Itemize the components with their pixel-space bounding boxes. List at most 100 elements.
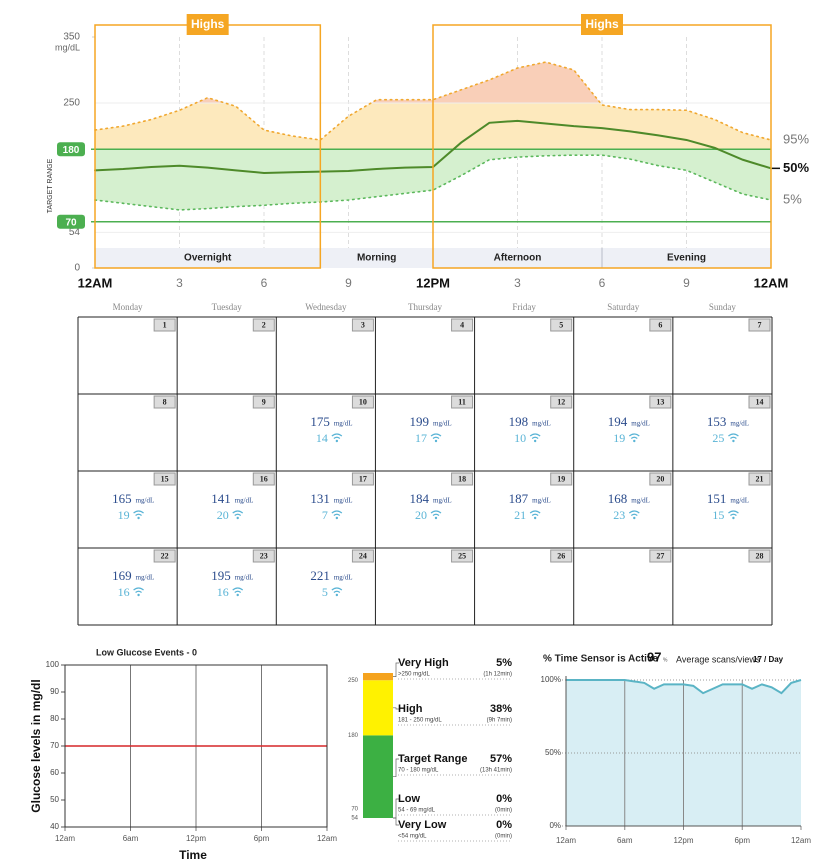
- average-glucose: 141: [211, 491, 231, 506]
- day-number-box: [252, 549, 275, 563]
- range-segment: [363, 680, 393, 736]
- day-number-box: [748, 318, 771, 332]
- glucose-unit: mg/dL: [334, 497, 353, 505]
- section-band: [602, 248, 771, 268]
- scans-unit: / Day: [764, 655, 784, 664]
- day-number-box: [153, 318, 176, 332]
- glucose-unit: mg/dL: [532, 497, 551, 505]
- section-label: Overnight: [184, 253, 232, 264]
- range-duration: (0min): [495, 834, 512, 840]
- signal-icon: [331, 433, 343, 439]
- signal-dot: [633, 439, 636, 443]
- average-glucose: 168: [608, 491, 628, 506]
- average-glucose: 169: [112, 568, 132, 583]
- section-label: Evening: [667, 253, 706, 264]
- range-percent: 0%: [496, 819, 512, 831]
- legend-label: 5%: [783, 191, 802, 206]
- day-number-box: [351, 318, 374, 332]
- day-number: 25: [458, 551, 466, 560]
- active-value: 97: [647, 649, 661, 664]
- glucose-unit: mg/dL: [433, 497, 452, 505]
- weekday-label: Monday: [113, 302, 143, 312]
- day-number-box: [351, 395, 374, 409]
- scan-count: 23: [613, 508, 625, 522]
- x-tick-label: 12pm: [186, 834, 206, 843]
- active-unit: %: [663, 657, 668, 663]
- range-limits: 181 - 250 mg/dL: [398, 718, 442, 724]
- range-name: Very Low: [398, 819, 447, 831]
- signal-dot: [732, 516, 735, 520]
- x-tick-label: 3: [514, 276, 521, 290]
- glucose-unit: mg/dL: [136, 497, 155, 505]
- y-tick-label: 40: [50, 822, 59, 831]
- y-tick-label: 0%: [549, 821, 561, 830]
- x-tick-label: 12am: [317, 834, 337, 843]
- signal-icon: [628, 510, 640, 516]
- range-duration: (9h 7min): [487, 718, 512, 724]
- scan-count: 16: [217, 585, 229, 599]
- x-tick-label: 6pm: [734, 836, 750, 845]
- day-number-box: [351, 549, 374, 563]
- day-number: 1: [163, 320, 167, 329]
- y-tick-label: 350: [63, 32, 80, 43]
- day-number-box: [748, 395, 771, 409]
- day-number-box: [550, 472, 573, 486]
- range-name: Low: [398, 793, 420, 805]
- signal-icon: [529, 510, 541, 516]
- range-name: Very High: [398, 657, 449, 669]
- day-number-box: [451, 318, 474, 332]
- day-number-box: [153, 549, 176, 563]
- y-tick-label: 100%: [541, 675, 561, 684]
- signal-icon: [232, 587, 244, 593]
- day-number: 6: [658, 320, 662, 329]
- day-number: 12: [557, 397, 565, 406]
- weekday-label: Friday: [512, 302, 536, 312]
- connector: [393, 758, 399, 778]
- day-number: 26: [557, 551, 565, 560]
- section-band: [95, 248, 321, 268]
- y-tick-label: 70: [65, 217, 77, 228]
- x-tick-label: 12AM: [78, 275, 113, 290]
- range-name: Target Range: [398, 753, 467, 765]
- day-number: 15: [161, 474, 169, 483]
- highs-label: Highs: [191, 17, 225, 31]
- range-duration: (13h 41min): [480, 768, 512, 774]
- signal-icon: [232, 510, 244, 516]
- boundary-label: 180: [348, 733, 359, 739]
- signal-icon: [529, 433, 541, 439]
- day-number-box: [153, 395, 176, 409]
- x-tick-label: 12am: [556, 836, 576, 845]
- day-number: 5: [559, 320, 563, 329]
- day-number: 21: [756, 474, 764, 483]
- y-axis-label: TARGET RANGE: [47, 158, 54, 213]
- legend-label: 95%: [783, 131, 809, 146]
- signal-dot: [236, 593, 239, 597]
- day-number-box: [451, 549, 474, 563]
- glucose-unit: mg/dL: [334, 574, 353, 582]
- average-glucose: 165: [112, 491, 132, 506]
- scan-count: 7: [322, 508, 328, 522]
- x-tick-label: 6: [261, 276, 268, 290]
- scan-count: 21: [514, 508, 526, 522]
- scan-count: 5: [322, 585, 328, 599]
- y-axis-label: Glucose levels in mg/dl: [29, 679, 43, 812]
- signal-dot: [335, 516, 339, 520]
- average-glucose: 199: [410, 414, 430, 429]
- scan-count: 25: [712, 431, 724, 445]
- range-name: High: [398, 703, 423, 715]
- range-duration: (1h 12min): [483, 672, 512, 678]
- signal-dot: [732, 439, 735, 443]
- section-label: Afternoon: [494, 253, 542, 264]
- range-limits: <54 mg/dL: [398, 834, 427, 840]
- y-tick-label: 50%: [545, 748, 561, 757]
- range-percent: 57%: [490, 753, 512, 765]
- range-limits: 54 - 69 mg/dL: [398, 808, 436, 814]
- signal-dot: [335, 593, 339, 597]
- day-number: 18: [458, 474, 466, 483]
- boundary-label: 70: [351, 807, 358, 813]
- day-number: 20: [656, 474, 664, 483]
- scan-count: 20: [217, 508, 229, 522]
- day-number-box: [550, 549, 573, 563]
- x-tick-label: 6: [599, 276, 606, 290]
- glucose-unit: mg/dL: [631, 420, 650, 428]
